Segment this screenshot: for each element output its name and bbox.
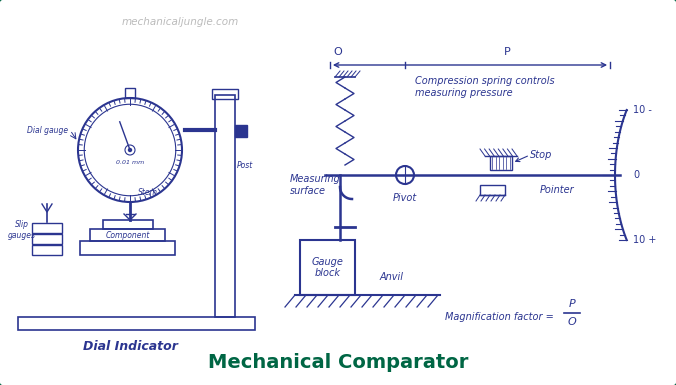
Bar [18,317,255,330]
Bar [90,229,165,241]
Circle shape [128,149,132,152]
Text: Magnification factor =: Magnification factor = [445,312,554,322]
Text: Compression spring controls
measuring pressure: Compression spring controls measuring pr… [415,76,554,98]
Text: 0.01 mm: 0.01 mm [116,159,144,164]
Text: Pivot: Pivot [393,193,417,203]
Text: Slip
gauges: Slip gauges [8,220,36,240]
Text: P: P [504,47,511,57]
Text: Component: Component [106,231,150,239]
Text: Measuring
surface: Measuring surface [290,174,341,196]
Text: Dial Indicator: Dial Indicator [82,340,177,353]
Text: O: O [334,47,342,57]
Text: Anvil: Anvil [380,272,404,282]
Text: Gauge
block: Gauge block [312,257,343,278]
Text: P: P [569,299,575,309]
Bar [125,88,135,98]
Text: mechanicaljungle.com: mechanicaljungle.com [122,17,239,27]
Text: Dial gauge: Dial gauge [27,126,68,134]
Bar [300,240,355,295]
Bar [215,95,235,317]
Text: Mechanical Comparator: Mechanical Comparator [208,353,468,373]
Bar [235,125,247,137]
Text: O: O [568,317,577,327]
Bar [212,89,238,99]
Bar [32,245,62,255]
Text: Pointer: Pointer [540,185,575,195]
Bar [103,220,153,229]
Text: Stop: Stop [530,150,552,160]
Text: 0: 0 [633,170,639,180]
Text: Stem: Stem [138,187,158,196]
Text: Post: Post [237,161,254,169]
Bar [32,234,62,244]
Bar [80,241,175,255]
Bar [32,223,62,233]
Bar [490,156,512,170]
Bar [480,185,505,195]
Text: 10 +: 10 + [633,235,656,245]
Text: 10 -: 10 - [633,105,652,115]
